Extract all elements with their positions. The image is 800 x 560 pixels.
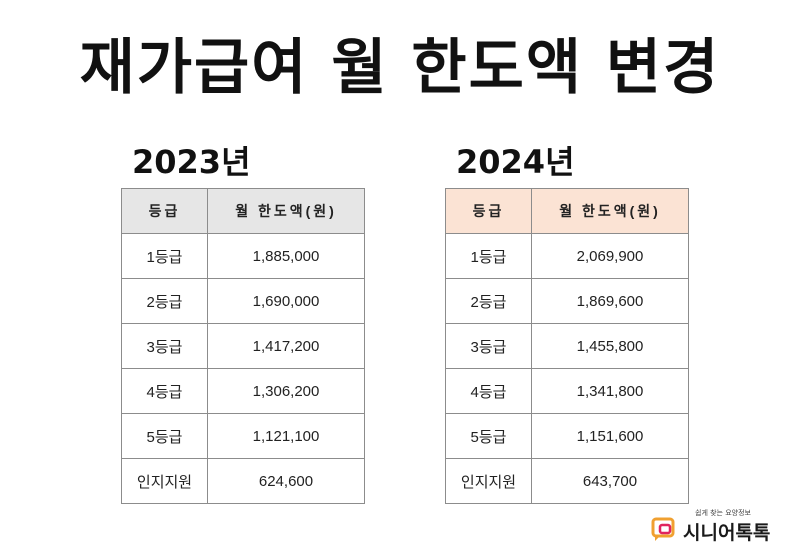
table-row: 5등급 1,121,100 [121, 413, 365, 459]
table-row: 3등급 1,455,800 [445, 323, 689, 369]
grade-cell: 3등급 [121, 323, 208, 369]
header-grade: 등급 [121, 188, 208, 234]
grade-cell: 5등급 [445, 413, 532, 459]
year-label-2024: 2024년 [456, 143, 575, 181]
grade-cell: 5등급 [121, 413, 208, 459]
table-row: 인지지원 643,700 [445, 458, 689, 504]
logo-name: 시니어톡톡 [683, 522, 771, 544]
table-row: 5등급 1,151,600 [445, 413, 689, 459]
header-monthly-limit: 월 한도액(원) [207, 188, 365, 234]
amount-cell: 1,306,200 [207, 368, 365, 414]
grade-cell: 2등급 [121, 278, 208, 324]
header-monthly-limit: 월 한도액(원) [531, 188, 689, 234]
amount-cell: 1,121,100 [207, 413, 365, 459]
limit-table-2024: 등급 월 한도액(원) 1등급 2,069,900 2등급 1,869,600 3등… [445, 188, 689, 504]
table-row: 3등급 1,417,200 [121, 323, 365, 369]
table-header-row: 등급 월 한도액(원) [445, 188, 689, 234]
logo-tagline: 쉽게 찾는 요양정보 [695, 509, 751, 517]
amount-cell: 1,690,000 [207, 278, 365, 324]
amount-cell: 1,341,800 [531, 368, 689, 414]
grade-cell: 인지지원 [121, 458, 208, 504]
grade-cell: 4등급 [121, 368, 208, 414]
amount-cell: 1,151,600 [531, 413, 689, 459]
amount-cell: 643,700 [531, 458, 689, 504]
chat-bubble-icon [651, 517, 675, 541]
table-row: 1등급 1,885,000 [121, 233, 365, 279]
header-grade: 등급 [445, 188, 532, 234]
amount-cell: 1,885,000 [207, 233, 365, 279]
table-row: 인지지원 624,600 [121, 458, 365, 504]
amount-cell: 1,869,600 [531, 278, 689, 324]
page-title: 재가급여 월 한도액 변경 [79, 33, 721, 103]
brand-logo: 쉽게 찾는 요양정보 시니어톡톡 [651, 508, 791, 548]
table-header-row: 등급 월 한도액(원) [121, 188, 365, 234]
table-row: 2등급 1,869,600 [445, 278, 689, 324]
amount-cell: 624,600 [207, 458, 365, 504]
grade-cell: 인지지원 [445, 458, 532, 504]
grade-cell: 1등급 [121, 233, 208, 279]
limit-table-2023: 등급 월 한도액(원) 1등급 1,885,000 2등급 1,690,000 3등… [121, 188, 365, 504]
amount-cell: 1,455,800 [531, 323, 689, 369]
grade-cell: 3등급 [445, 323, 532, 369]
amount-cell: 1,417,200 [207, 323, 365, 369]
year-label-2023: 2023년 [132, 143, 251, 181]
table-row: 4등급 1,306,200 [121, 368, 365, 414]
grade-cell: 4등급 [445, 368, 532, 414]
amount-cell: 2,069,900 [531, 233, 689, 279]
table-row: 1등급 2,069,900 [445, 233, 689, 279]
table-row: 2등급 1,690,000 [121, 278, 365, 324]
table-row: 4등급 1,341,800 [445, 368, 689, 414]
grade-cell: 2등급 [445, 278, 532, 324]
grade-cell: 1등급 [445, 233, 532, 279]
